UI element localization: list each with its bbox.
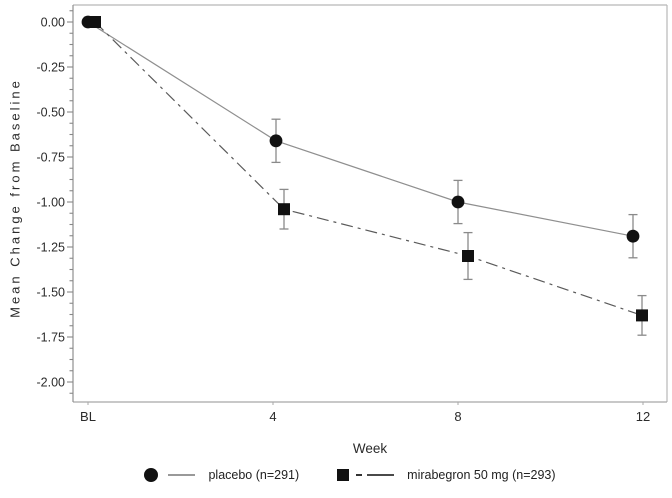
data-point-square (89, 16, 101, 28)
x-tick-label: 8 (454, 409, 461, 424)
data-point-circle (451, 195, 465, 209)
y-tick-label: -0.75 (37, 151, 66, 165)
data-point-circle (269, 134, 283, 148)
legend-label-mirabegron: mirabegron 50 mg (n=293) (407, 468, 556, 482)
data-point-square (278, 203, 290, 216)
x-tick-label: BL (80, 409, 96, 424)
series-line-square (94, 21, 643, 316)
short-dash-icon (356, 474, 363, 476)
x-tick-label: 12 (636, 409, 650, 424)
square-marker-icon (337, 469, 350, 481)
y-tick-label: -0.50 (37, 106, 66, 120)
y-tick-label: -1.25 (37, 241, 66, 255)
y-tick-label: -0.25 (37, 61, 66, 75)
legend-item-placebo: placebo (n=291) (144, 468, 299, 482)
solid-line-sample-icon (168, 474, 196, 476)
circle-marker-icon (144, 468, 159, 482)
y-tick-label: -1.00 (37, 196, 66, 210)
legend-label-placebo: placebo (n=291) (208, 468, 300, 482)
legend: placebo (n=291) mirabegron 50 mg (n=293) (14, 468, 672, 482)
y-tick-label: -1.75 (37, 331, 66, 345)
dash-line-sample-icon (367, 474, 395, 476)
data-point-square (462, 250, 474, 262)
x-axis-title: Week (352, 441, 388, 456)
legend-item-mirabegron: mirabegron 50 mg (n=293) (337, 468, 556, 482)
data-point-square (636, 309, 648, 322)
y-axis-title: Mean Change from Baseline (7, 78, 23, 318)
x-tick-label: 4 (269, 409, 276, 424)
y-tick-label: 0.00 (41, 16, 65, 30)
y-tick-label: -2.00 (37, 376, 66, 390)
data-point-circle (626, 229, 640, 243)
series-line-circle (87, 21, 634, 237)
y-tick-label: -1.50 (37, 286, 66, 300)
